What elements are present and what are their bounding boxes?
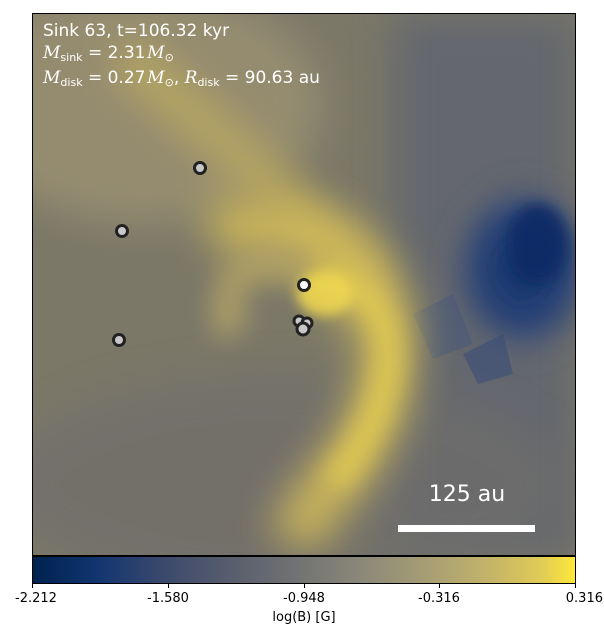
colorbar-tick-label: -1.580 xyxy=(147,591,189,606)
solar-unit-2: M xyxy=(147,68,165,88)
blue-core xyxy=(508,204,568,284)
facet-2 xyxy=(463,334,513,384)
solar-sub: ⊙ xyxy=(164,50,174,64)
scale-bar xyxy=(398,525,535,532)
bright-core xyxy=(297,272,353,316)
lower-gray-region xyxy=(33,374,563,555)
sink-particle-central xyxy=(297,278,311,292)
m-disk-value: = 0.27 xyxy=(82,68,146,88)
colorbar-tick xyxy=(32,584,33,588)
m-disk-symbol: M xyxy=(43,68,61,88)
sink-mass-line: Msink = 2.31 M⊙ xyxy=(43,43,320,69)
colorbar-tick-label: -2.212 xyxy=(15,591,57,606)
magnetic-field-map xyxy=(32,13,576,556)
sink-particle xyxy=(115,224,129,238)
field-image xyxy=(33,14,575,555)
facet-1 xyxy=(413,294,473,359)
sink-particle xyxy=(193,161,207,175)
sink-annotation: Sink 63, t=106.32 kyr Msink = 2.31 M⊙ Md… xyxy=(43,21,320,94)
sink-particles xyxy=(112,161,314,347)
colorbar-tick-label: -0.948 xyxy=(283,591,325,606)
colorbar-tick xyxy=(575,584,576,588)
scale-bar-label: 125 au xyxy=(428,482,506,507)
sink-particle xyxy=(295,321,311,337)
spiral-arm-left-loop xyxy=(210,246,312,341)
colorbar-tick-label: -0.316 xyxy=(418,591,460,606)
colorbar xyxy=(32,556,576,584)
colorbar-tick-label: 0.316 xyxy=(565,591,603,606)
solar-sub-2: ⊙ xyxy=(164,76,174,89)
colorbar-tick xyxy=(304,584,305,588)
m-symbol: M xyxy=(43,42,61,63)
m-disk-sub: disk xyxy=(60,76,83,89)
solar-unit: M xyxy=(147,42,165,63)
m-sink-value: = 2.31 xyxy=(82,42,146,63)
m-sink-sub: sink xyxy=(60,50,83,64)
r-disk-value: = 90.63 au xyxy=(219,68,320,88)
colorbar-tick xyxy=(439,584,440,588)
colorbar-tick xyxy=(168,584,169,588)
r-disk-symbol: R xyxy=(184,68,198,88)
comma: , xyxy=(173,68,185,88)
disk-line: Mdisk = 0.27 M⊙, Rdisk = 90.63 au xyxy=(43,68,320,94)
r-disk-sub: disk xyxy=(197,76,220,89)
colorbar-label: log(B) [G] xyxy=(272,610,336,625)
sink-title: Sink 63, t=106.32 kyr xyxy=(43,21,230,41)
sink-particle xyxy=(112,333,126,347)
